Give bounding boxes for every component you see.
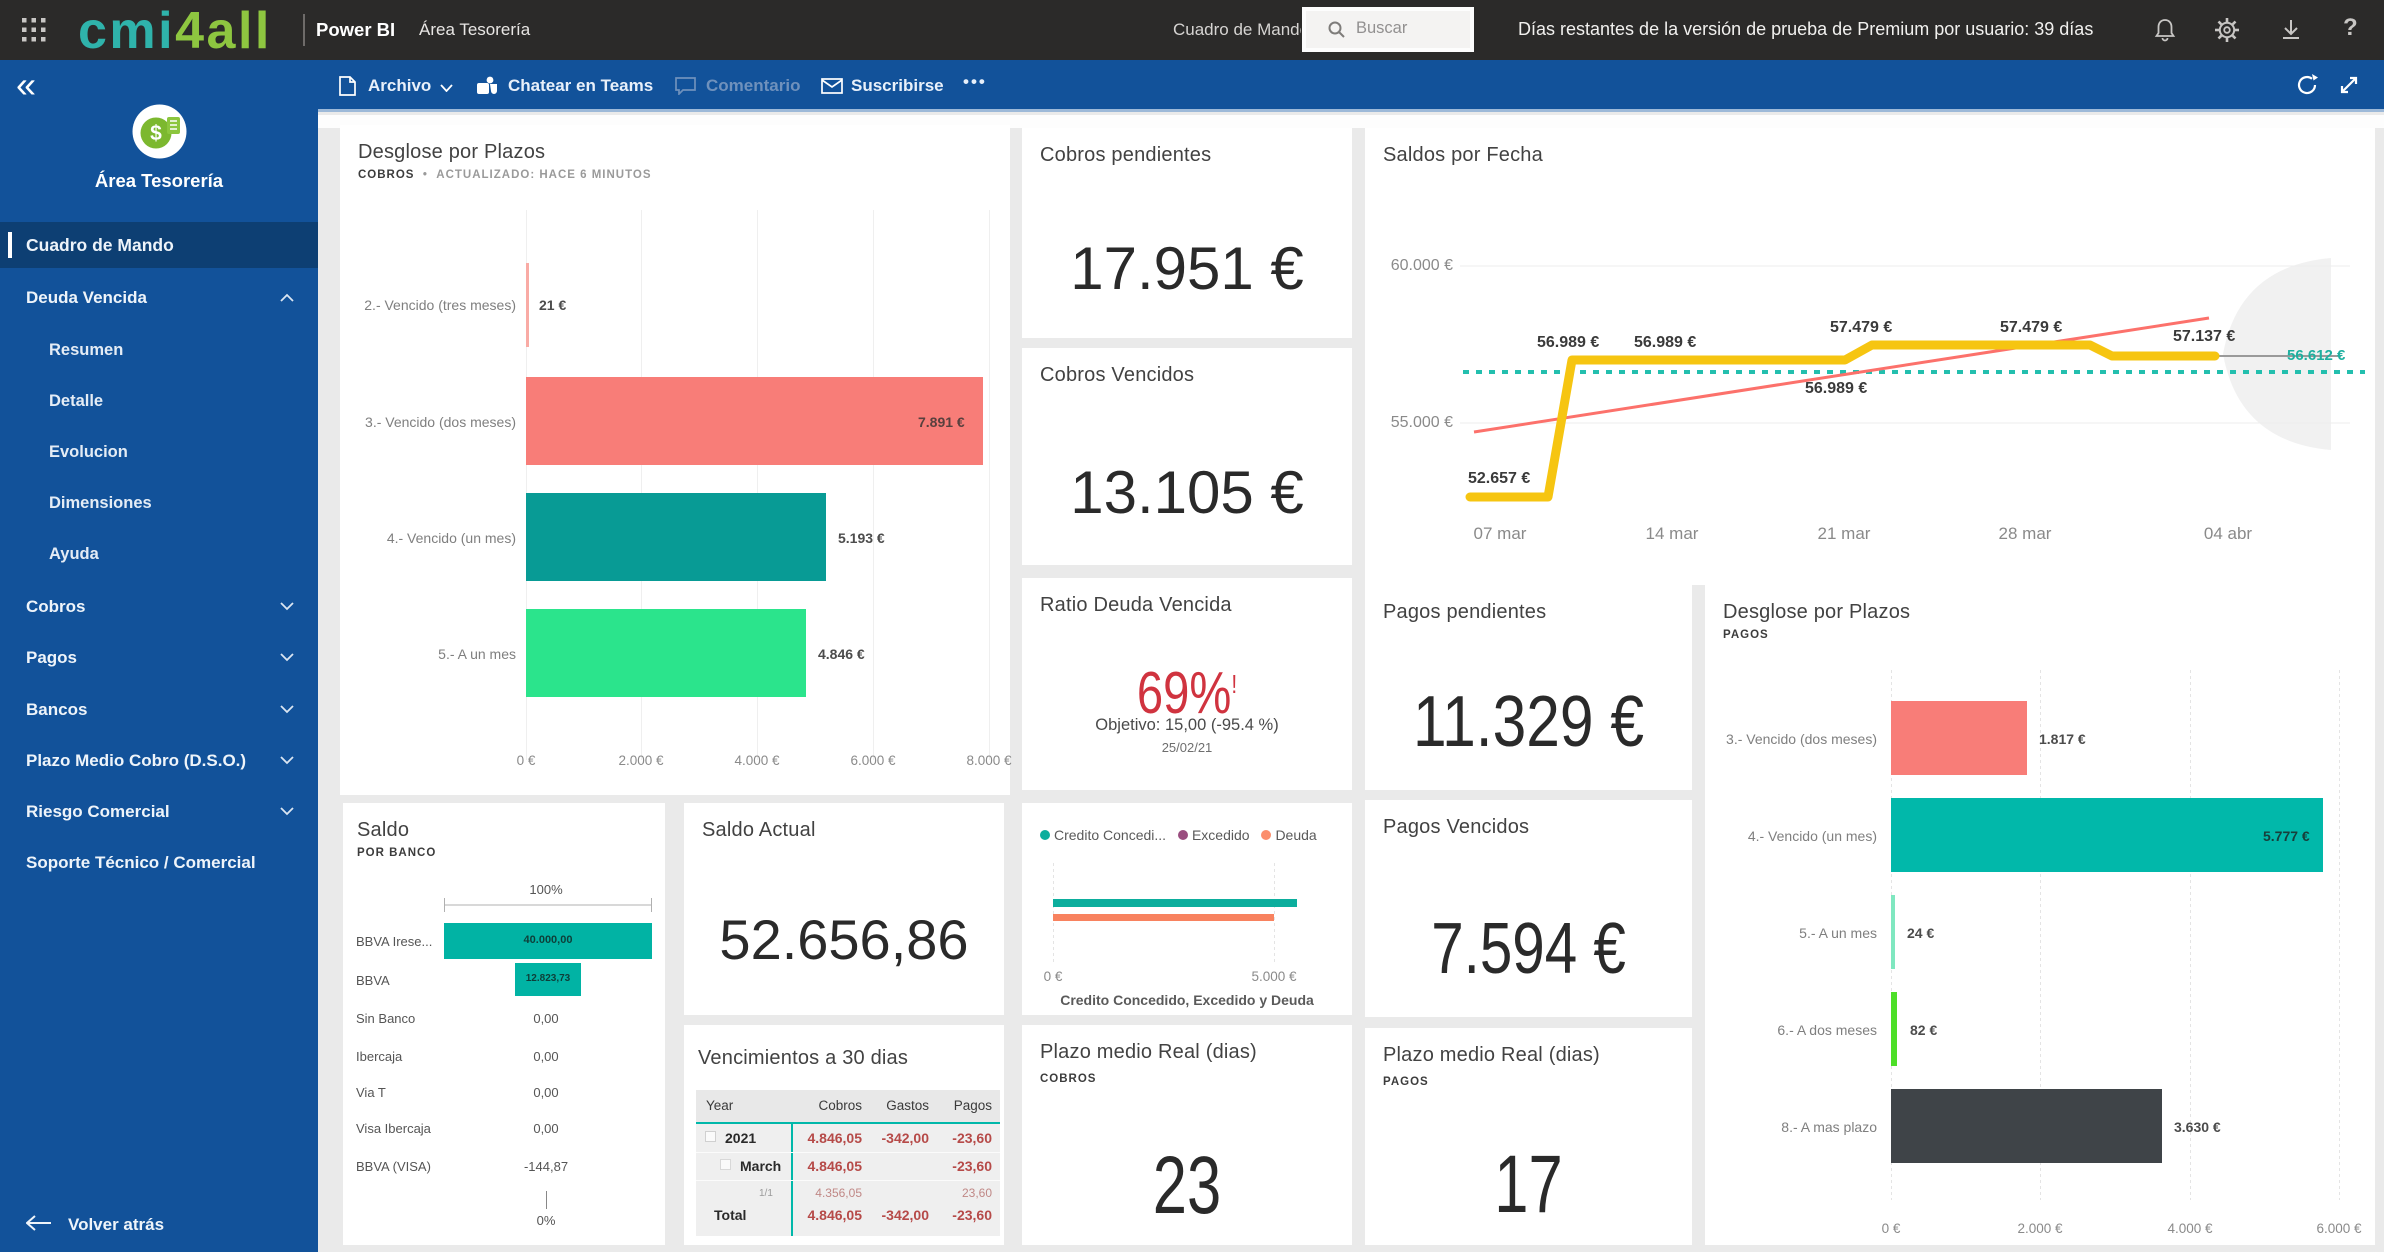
svg-text:$: $	[150, 122, 162, 145]
